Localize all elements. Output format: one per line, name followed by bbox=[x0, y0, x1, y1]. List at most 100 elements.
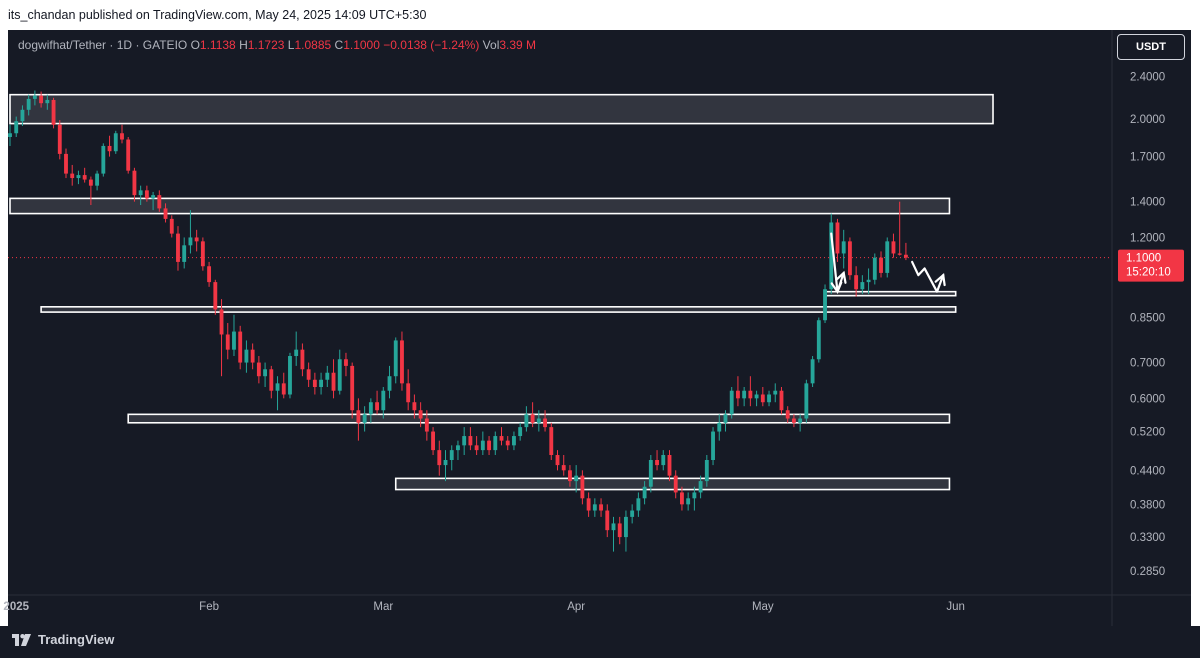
candle-body bbox=[642, 486, 647, 499]
candle-body bbox=[505, 440, 510, 446]
candle-body bbox=[207, 266, 212, 283]
candle-body bbox=[586, 498, 591, 511]
candle-body bbox=[368, 402, 373, 415]
candle-body bbox=[711, 431, 715, 460]
x-tick-label: Apr bbox=[567, 601, 585, 613]
currency-button[interactable]: USDT bbox=[1117, 34, 1185, 60]
candle-body bbox=[300, 349, 305, 370]
y-tick-label: 0.4400 bbox=[1130, 465, 1165, 477]
candle-body bbox=[661, 455, 666, 466]
candle-body bbox=[754, 394, 759, 399]
candle-body bbox=[804, 383, 809, 419]
candle-body bbox=[791, 418, 796, 423]
brand-text: TradingView bbox=[38, 632, 115, 647]
candle-body bbox=[854, 275, 859, 290]
high-value: 1.1723 bbox=[247, 38, 285, 52]
candle-body bbox=[599, 504, 603, 511]
candle-body bbox=[437, 450, 442, 466]
low-value: 1.0885 bbox=[294, 38, 332, 52]
candle-body bbox=[57, 124, 62, 154]
x-tick-label: May bbox=[752, 601, 774, 613]
candle-body bbox=[82, 175, 87, 180]
candle-body bbox=[281, 383, 286, 395]
tradingview-brand[interactable]: TradingView bbox=[12, 632, 114, 647]
y-tick-label: 2.0000 bbox=[1130, 114, 1165, 126]
x-tick-label: Feb bbox=[199, 601, 219, 613]
last-price-value: 1.1000 bbox=[1126, 253, 1161, 265]
candle-body bbox=[45, 99, 50, 104]
candle-body bbox=[169, 218, 174, 234]
y-tick-label: 1.4000 bbox=[1130, 197, 1165, 209]
symbol-legend: dogwifhat/Tether · 1D · GATEIO O1.1138 H… bbox=[18, 38, 537, 52]
footer-bar bbox=[0, 626, 1200, 658]
high-label: H bbox=[239, 38, 248, 52]
candle-body bbox=[275, 383, 280, 391]
candle-body bbox=[151, 195, 156, 199]
candle-body bbox=[200, 241, 205, 267]
candle-body bbox=[76, 175, 81, 179]
candle-body bbox=[891, 241, 896, 254]
candle-body bbox=[742, 390, 747, 399]
low-label: L bbox=[287, 38, 295, 52]
candle-body bbox=[885, 241, 890, 273]
candle-body bbox=[393, 340, 398, 377]
symbol-pair: dogwifhat/Tether bbox=[18, 38, 107, 52]
tradingview-logo-icon bbox=[12, 633, 31, 646]
candle-body bbox=[39, 95, 44, 104]
candle-body bbox=[518, 427, 523, 437]
candle-body bbox=[232, 331, 236, 350]
candle-body bbox=[424, 418, 429, 432]
candle-body bbox=[735, 390, 740, 399]
candle-body bbox=[667, 455, 672, 476]
chart-panel[interactable] bbox=[8, 30, 1191, 626]
candle-body bbox=[306, 369, 311, 380]
candle-body bbox=[779, 390, 784, 411]
candle-body bbox=[829, 222, 834, 290]
candle-body bbox=[568, 470, 572, 482]
candle-body bbox=[468, 436, 473, 446]
candle-body bbox=[692, 492, 697, 499]
candle-body bbox=[126, 139, 131, 171]
candle-body bbox=[132, 170, 137, 196]
candle-body bbox=[555, 455, 560, 466]
trend-arrow bbox=[911, 260, 945, 293]
candle-body bbox=[213, 282, 218, 310]
price-chart[interactable]: 2.4000 2.0000 1.7000 1.4000 1.2000 0.8500 0.70… bbox=[0, 0, 1200, 626]
y-tick-label: 0.5200 bbox=[1130, 427, 1165, 439]
candle-body bbox=[680, 492, 684, 505]
candle-body bbox=[319, 379, 324, 388]
candle-body bbox=[350, 365, 355, 411]
candle-body bbox=[188, 237, 193, 246]
countdown-timer: 15:20:10 bbox=[1126, 267, 1171, 279]
candle-body bbox=[412, 402, 417, 411]
candle-body bbox=[816, 320, 821, 360]
candle-body bbox=[325, 372, 330, 380]
candle-body bbox=[431, 431, 435, 451]
candle-body bbox=[810, 359, 815, 384]
candle-body bbox=[288, 356, 292, 395]
candle-body bbox=[107, 145, 112, 152]
y-tick-label: 2.4000 bbox=[1130, 72, 1165, 84]
candle-body bbox=[624, 516, 628, 538]
candle-body bbox=[611, 523, 616, 531]
candle-body bbox=[530, 414, 535, 423]
candle-body bbox=[860, 282, 865, 290]
candle-body bbox=[760, 394, 765, 403]
candle-body bbox=[400, 340, 404, 384]
candle-body bbox=[847, 241, 852, 276]
candle-body bbox=[536, 418, 541, 423]
candle-body bbox=[88, 179, 93, 186]
y-tick-label: 0.8500 bbox=[1130, 312, 1165, 324]
candle-body bbox=[294, 349, 299, 357]
candle-body bbox=[20, 109, 25, 122]
candle-body bbox=[406, 383, 411, 403]
candle-body bbox=[225, 334, 230, 350]
candle-body bbox=[704, 459, 709, 482]
volume-value: 3.39 M bbox=[499, 38, 537, 52]
close-label: C bbox=[334, 38, 344, 52]
x-tick-label: Mar bbox=[373, 601, 393, 613]
price-zone bbox=[9, 93, 994, 125]
candle-body bbox=[95, 173, 100, 186]
symbol-exchange: GATEIO bbox=[142, 38, 188, 52]
candle-body bbox=[798, 418, 803, 423]
